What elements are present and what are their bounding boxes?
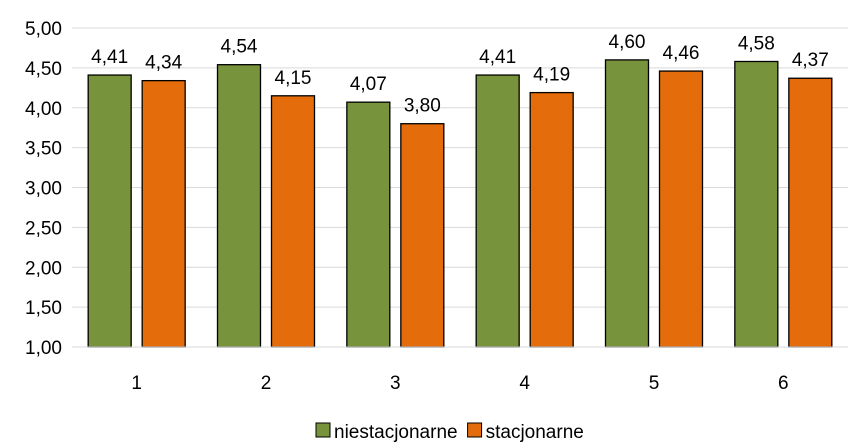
x-tick-label: 3 [390, 373, 401, 394]
bar [216, 64, 262, 348]
y-tick-label: 1,00 [25, 338, 62, 359]
x-tick-label: 6 [778, 373, 789, 394]
legend-label: stacjonarne [486, 422, 584, 443]
data-label: 4,19 [533, 65, 570, 86]
data-label: 4,41 [479, 47, 516, 68]
data-label: 4,54 [221, 37, 258, 58]
y-tick-label: 2,50 [25, 218, 62, 239]
data-label: 4,46 [663, 43, 700, 64]
x-tick-label: 2 [261, 373, 272, 394]
data-label: 4,41 [91, 47, 128, 68]
bar [788, 77, 833, 348]
y-tick-label: 3,50 [25, 139, 62, 160]
bar [400, 123, 445, 348]
legend-swatch [467, 422, 483, 438]
data-label: 4,58 [738, 33, 775, 54]
bar [604, 59, 650, 348]
y-tick-label: 4,00 [25, 99, 62, 120]
y-axis-tick-labels: 1,00 1,50 2,00 2,50 3,00 3,50 4,00 4,50 5,00 [25, 19, 62, 359]
data-label: 3,80 [404, 96, 441, 117]
x-tick-label: 4 [519, 373, 530, 394]
bars [87, 59, 833, 348]
bar [270, 95, 316, 348]
y-tick-label: 3,00 [25, 179, 62, 200]
bar [141, 79, 186, 348]
legend-label: niestacjonarne [334, 422, 458, 443]
x-tick-label: 5 [649, 373, 660, 394]
y-tick-label: 5,00 [25, 19, 62, 40]
y-tick-label: 4,50 [25, 59, 62, 80]
bar [529, 91, 574, 348]
bar [658, 70, 704, 348]
bar [475, 74, 520, 348]
y-tick-label: 1,50 [25, 298, 62, 319]
data-label: 4,07 [350, 74, 387, 95]
data-label: 4,60 [609, 32, 646, 53]
legend-swatch [315, 422, 331, 438]
bar [87, 74, 132, 348]
gridlines [72, 27, 848, 308]
x-axis-tick-labels: 1 2 3 4 5 6 [131, 373, 788, 394]
bar [734, 60, 779, 348]
legend: niestacjonarne stacjonarne [315, 422, 584, 443]
x-tick-label: 1 [131, 373, 142, 394]
data-label: 4,34 [145, 53, 182, 74]
data-label: 4,37 [792, 50, 829, 71]
data-label: 4,15 [275, 68, 312, 89]
y-tick-label: 2,00 [25, 258, 62, 279]
bar [346, 101, 391, 348]
data-labels: 4,41 4,34 4,54 4,15 4,07 3,80 4,41 4,19 4,60 4,46… [91, 32, 829, 117]
